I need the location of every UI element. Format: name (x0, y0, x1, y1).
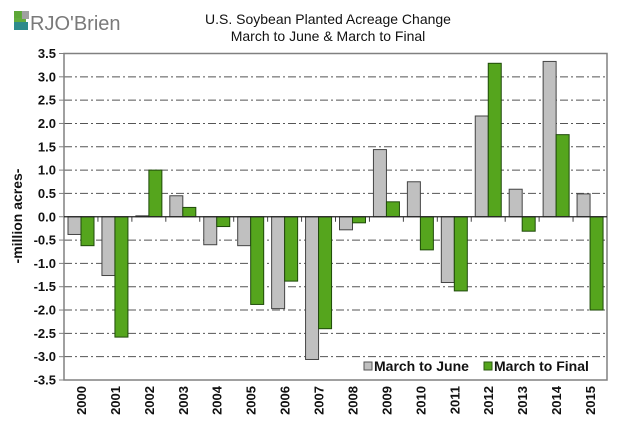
legend-label-march-to-june: March to June (374, 358, 469, 374)
bar-march-to-june-2015 (576, 193, 591, 218)
x-tick-label: 2007 (312, 386, 327, 415)
x-tick-label: 2011 (447, 386, 462, 414)
logo: RJO'Brien (14, 11, 121, 35)
bar-march-to-final-2009 (385, 201, 400, 218)
y-tick-label: -3.5 (34, 373, 56, 388)
y-tick-label: -0.5 (34, 233, 56, 248)
x-tick-label: 2001 (108, 386, 123, 415)
logo-text: RJO'Brien (30, 13, 121, 35)
bar-march-to-june-2007 (305, 216, 320, 360)
x-tick-label: 2005 (244, 386, 259, 415)
legend-swatch-march-to-final (483, 361, 493, 371)
y-tick-label: 1.0 (38, 163, 56, 178)
bar-march-to-final-2013 (521, 216, 536, 232)
y-axis-label: -million acres- (9, 168, 25, 263)
bar-march-to-final-2000 (80, 216, 95, 247)
bar-march-to-june-2010 (406, 181, 421, 218)
x-tick-label: 2000 (74, 386, 89, 415)
bar-march-to-final-2001 (114, 216, 129, 338)
legend: March to June March to Final (363, 358, 589, 374)
x-tick-label: 2015 (583, 386, 598, 415)
bar-march-to-june-2005 (237, 216, 252, 247)
y-tick-label: -1.5 (34, 279, 56, 294)
bar-march-to-final-2012 (487, 62, 502, 218)
bar-march-to-june-2006 (271, 216, 286, 310)
bar-march-to-final-2007 (318, 216, 333, 330)
bar-march-to-june-2004 (203, 216, 218, 246)
y-tick-label: -1.0 (34, 256, 56, 271)
bar-march-to-june-2003 (169, 195, 184, 218)
x-tick-label: 2009 (379, 386, 394, 415)
x-tick-label: 2012 (481, 386, 496, 415)
x-tick-label: 2003 (176, 386, 191, 415)
chart-title: U.S. Soybean Planted Acreage Change (205, 11, 451, 27)
bars (67, 60, 604, 360)
x-tick-label: 2004 (210, 385, 225, 415)
y-tick-label: 2.5 (38, 93, 56, 108)
y-axis-ticks: 3.5 3.0 2.5 2.0 1.5 1.0 0.5 0.0 -0.5 -1.0 -1.5 -2.0… (34, 46, 64, 388)
bar-march-to-final-2010 (419, 216, 434, 251)
bar-march-to-final-2014 (555, 134, 570, 218)
bar-march-to-final-2015 (589, 216, 604, 311)
legend-item-march-to-june: March to June (363, 358, 469, 374)
bar-march-to-final-2011 (453, 216, 468, 292)
bar-march-to-final-2003 (182, 206, 197, 218)
x-tick-label: 2006 (278, 386, 293, 415)
y-tick-label: 3.0 (38, 69, 56, 84)
x-tick-label: 2014 (549, 385, 564, 415)
bar-march-to-june-2009 (372, 149, 387, 218)
y-tick-label: 0.5 (38, 186, 56, 201)
bar-march-to-june-2000 (67, 216, 82, 235)
bar-march-to-final-2005 (250, 216, 265, 305)
y-tick-label: -2.0 (34, 303, 56, 318)
bar-march-to-final-2006 (284, 216, 299, 282)
legend-swatch-march-to-june (363, 361, 373, 371)
bar-march-to-final-2002 (148, 169, 163, 218)
bar-march-to-june-2011 (440, 216, 455, 284)
logo-icon (14, 11, 29, 30)
y-tick-label: 3.5 (38, 46, 56, 61)
x-axis-ticks: 2000 2001 2002 2003 2004 2005 2006 2007 2008 2009… (74, 216, 598, 415)
bar-march-to-final-2004 (216, 216, 231, 228)
legend-item-march-to-final: March to Final (483, 358, 589, 374)
x-tick-label: 2010 (413, 386, 428, 415)
x-tick-label: 2002 (142, 386, 157, 415)
y-tick-label: 2.0 (38, 116, 56, 131)
y-tick-label: -3.0 (34, 349, 56, 364)
chart-subtitle: March to June & March to Final (231, 28, 426, 44)
y-tick-label: 0.0 (38, 209, 56, 224)
y-tick-label: 1.5 (38, 139, 56, 154)
bar-march-to-june-2013 (508, 188, 523, 218)
x-tick-label: 2008 (345, 386, 360, 415)
bar-march-to-june-2008 (339, 216, 353, 231)
bar-march-to-june-2012 (474, 115, 489, 218)
y-tick-label: -2.5 (34, 326, 56, 341)
bar-march-to-june-2001 (101, 216, 116, 277)
x-tick-label: 2013 (515, 386, 530, 415)
legend-label-march-to-final: March to Final (494, 358, 589, 374)
bar-march-to-june-2014 (542, 60, 557, 218)
bar-march-to-final-2008 (352, 216, 366, 224)
